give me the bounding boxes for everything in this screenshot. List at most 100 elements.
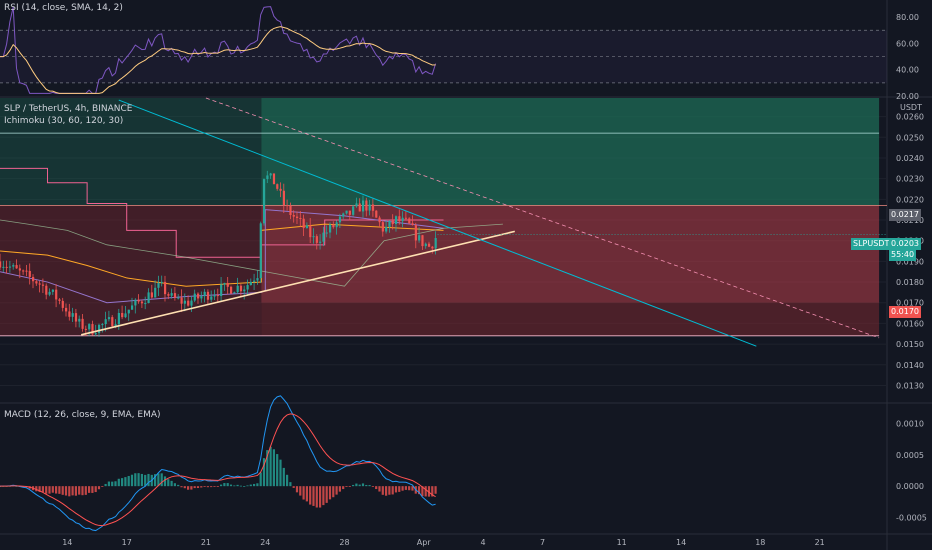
macd-histogram-bar (358, 484, 361, 487)
candle-body (259, 223, 262, 279)
candle-body (332, 224, 335, 228)
candle-body (302, 218, 305, 229)
macd-histogram-bar (229, 484, 233, 487)
candle-body (167, 294, 170, 296)
candle-body (38, 283, 41, 285)
macd-histogram-bar (101, 486, 104, 487)
candle-body (371, 204, 375, 211)
candle-body (183, 300, 186, 304)
macd-histogram-bar (58, 486, 61, 494)
macd-histogram-bar (219, 484, 223, 487)
rsi-tick-label: 40.00 (896, 66, 919, 75)
macd-histogram-bar (183, 486, 186, 489)
macd-histogram-bar (239, 485, 242, 487)
macd-histogram-bar (61, 486, 64, 495)
candle-body (286, 205, 289, 207)
time-tick-label: 14 (676, 538, 686, 547)
symbol-badge: SLPUSDT (851, 238, 892, 250)
macd-histogram-bar (243, 485, 246, 487)
rsi-title: RSI (14, close, SMA, 14, 2) (4, 3, 123, 13)
price-tick-label: 0.0240 (896, 154, 924, 163)
macd-histogram-bar (203, 486, 206, 487)
macd-histogram-bar (398, 486, 401, 492)
time-tick-label: 7 (540, 538, 545, 547)
candle-body (272, 173, 276, 185)
macd-histogram-bar (361, 483, 365, 487)
macd-histogram-bar (328, 486, 332, 500)
macd-histogram-bar (38, 486, 41, 492)
candle-body (309, 225, 312, 238)
candle-body (243, 289, 246, 292)
macd-histogram-bar (384, 486, 388, 496)
candle-body (41, 284, 45, 286)
candle-body (342, 213, 345, 217)
candle-body (193, 293, 196, 301)
stop-badge: 0.0217 (889, 209, 921, 221)
candle-body (385, 227, 388, 232)
candle-body (381, 222, 384, 232)
macd-histogram-bar (193, 486, 196, 489)
time-tick-label: 4 (481, 538, 486, 547)
candle-body (81, 318, 84, 329)
macd-histogram-bar (434, 486, 437, 494)
macd-histogram-bar (309, 486, 312, 505)
candle-body (163, 281, 167, 295)
macd-histogram-bar (371, 486, 374, 487)
main-title: SLP / TetherUS, 4h, BINANCE (4, 104, 133, 114)
candle-body (345, 210, 348, 214)
candle-body (180, 297, 183, 304)
macd-histogram-bar (81, 486, 84, 496)
candle-body (295, 216, 299, 218)
macd-histogram-bar (375, 486, 378, 490)
macd-histogram-bar (157, 473, 160, 487)
candle-body (210, 296, 213, 300)
candle-body (173, 293, 177, 298)
resistance-trendline (118, 99, 757, 347)
macd-histogram-bar (408, 486, 411, 491)
macd-histogram-bar (173, 483, 176, 487)
time-tick-label: Apr (417, 538, 432, 547)
candle-body (203, 291, 206, 297)
candle-body (28, 270, 31, 277)
macd-histogram-bar (427, 486, 431, 497)
candle-body (348, 210, 351, 215)
candle-body (97, 324, 101, 334)
macd-histogram-bar (411, 486, 414, 491)
macd-histogram-bar (338, 486, 341, 492)
candle-body (213, 295, 216, 297)
candle-body (289, 205, 292, 216)
candle-body (64, 307, 68, 312)
candle-body (94, 333, 97, 335)
candle-body (130, 305, 134, 310)
candle-body (292, 215, 295, 217)
macd-histogram-bar (417, 486, 421, 495)
candle-body (421, 235, 424, 247)
macd-histogram-bar (381, 486, 384, 495)
candle-body (246, 285, 249, 290)
macd-histogram-bar (233, 485, 236, 487)
price-badge: 0.0203 (889, 238, 921, 250)
signal-line (0, 413, 436, 527)
macd-histogram-bar (177, 484, 180, 487)
candle-body (124, 313, 127, 318)
candle-body (48, 291, 51, 295)
candle-body (328, 224, 332, 233)
candle-body (220, 284, 223, 297)
candle-body (170, 293, 173, 296)
macd-histogram-bar (289, 482, 292, 487)
candle-body (2, 266, 5, 268)
macd-histogram-bar (186, 486, 190, 490)
macd-histogram-bar (160, 473, 163, 487)
time-tick-label: 21 (201, 538, 211, 547)
macd-histogram-bar (318, 486, 322, 508)
price-tick-label: 0.0250 (896, 133, 924, 142)
macd-histogram-bar (256, 483, 259, 487)
candle-body (233, 292, 236, 294)
candle-body (190, 300, 193, 306)
macd-histogram-bar (312, 486, 315, 506)
target-badge: 0.0170 (889, 306, 921, 318)
rsi-tick-label: 80.00 (896, 13, 919, 22)
loss-zone (261, 205, 880, 303)
candle-body (394, 216, 398, 225)
macd-histogram-bar (345, 486, 348, 487)
